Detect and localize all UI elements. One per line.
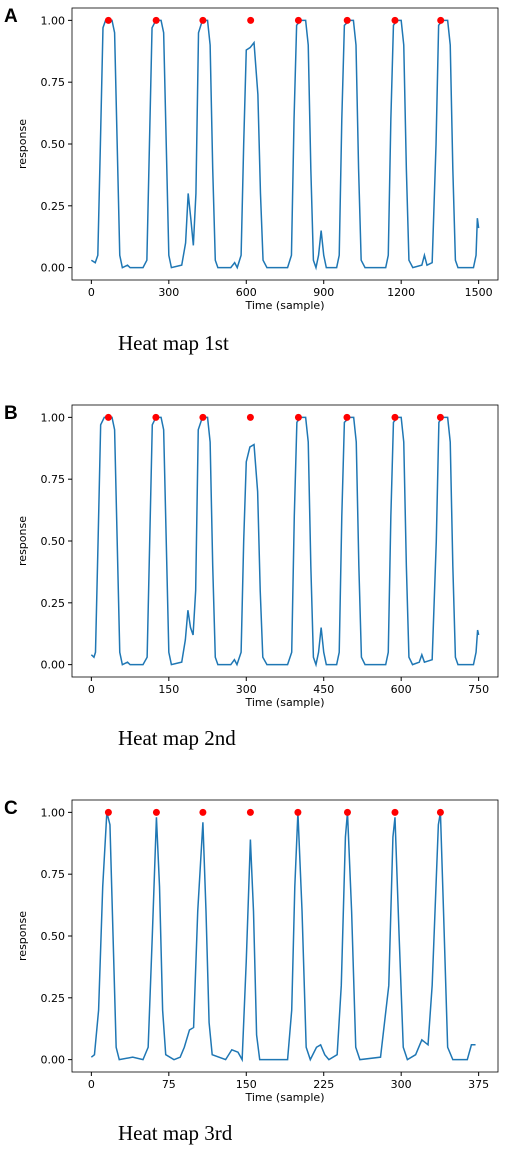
x-tick-label: 300	[236, 683, 257, 696]
x-tick-label: 600	[391, 683, 412, 696]
peak-marker	[199, 16, 207, 24]
panel-label: A	[4, 6, 18, 27]
panel-label: C	[4, 798, 18, 819]
y-tick-label: 0.00	[41, 659, 66, 672]
axes-frame	[71, 7, 499, 281]
x-tick-label: 450	[313, 683, 334, 696]
y-tick-label: 0.25	[41, 200, 66, 213]
x-tick-label: 0	[88, 683, 95, 696]
peak-marker	[246, 808, 254, 816]
peak-marker	[391, 413, 399, 421]
y-tick-label: 0.25	[41, 992, 66, 1005]
peak-marker	[104, 413, 112, 421]
peak-marker	[247, 16, 255, 24]
x-tick-label: 300	[391, 1078, 412, 1091]
y-axis-label: response	[16, 119, 29, 169]
response-line	[90, 416, 480, 668]
x-tick-label: 150	[236, 1078, 257, 1091]
peak-marker	[199, 808, 207, 816]
caption: Heat map 3rd	[118, 1121, 233, 1145]
x-tick-label: 150	[158, 683, 179, 696]
x-axis-label: Time (sample)	[245, 1091, 325, 1104]
x-axis-label: Time (sample)	[245, 299, 325, 312]
x-tick-label: 225	[313, 1078, 334, 1091]
y-axis-label: response	[16, 911, 29, 961]
peak-marker	[436, 413, 444, 421]
y-tick-label: 0.50	[41, 138, 66, 151]
peak-marker	[152, 808, 160, 816]
caption: Heat map 2nd	[118, 726, 236, 750]
y-tick-label: 0.75	[41, 473, 66, 486]
peak-marker	[343, 16, 351, 24]
peak-marker	[343, 808, 351, 816]
y-tick-label: 0.50	[41, 535, 66, 548]
y-tick-label: 0.50	[41, 930, 66, 943]
y-tick-label: 1.00	[41, 14, 66, 27]
peak-marker	[152, 413, 160, 421]
x-tick-label: 0	[88, 1078, 95, 1091]
peak-marker	[104, 808, 112, 816]
x-tick-label: 750	[468, 683, 489, 696]
peak-marker	[152, 16, 160, 24]
y-axis-label: response	[16, 516, 29, 566]
y-tick-label: 0.00	[41, 262, 66, 275]
peak-marker	[343, 413, 351, 421]
y-tick-label: 0.75	[41, 868, 66, 881]
axes-frame	[71, 799, 499, 1073]
peak-marker	[391, 16, 399, 24]
x-tick-label: 0	[88, 286, 95, 299]
peak-marker	[246, 413, 254, 421]
x-tick-label: 300	[158, 286, 179, 299]
x-tick-label: 600	[236, 286, 257, 299]
y-tick-label: 1.00	[41, 411, 66, 424]
y-tick-label: 0.00	[41, 1054, 66, 1067]
panel-label: B	[4, 403, 18, 424]
x-tick-label: 375	[468, 1078, 489, 1091]
peak-marker	[294, 16, 302, 24]
peak-marker	[391, 808, 399, 816]
caption: Heat map 1st	[118, 331, 229, 355]
x-axis-label: Time (sample)	[245, 696, 325, 709]
peak-marker	[294, 808, 302, 816]
peak-marker	[437, 16, 445, 24]
x-tick-label: 75	[162, 1078, 176, 1091]
y-tick-label: 1.00	[41, 806, 66, 819]
peak-marker	[104, 16, 112, 24]
response-line	[90, 19, 480, 271]
y-tick-label: 0.75	[41, 76, 66, 89]
x-tick-label: 1200	[387, 286, 415, 299]
x-tick-label: 900	[313, 286, 334, 299]
peak-marker	[436, 808, 444, 816]
response-line	[90, 812, 476, 1063]
axes-frame	[71, 404, 499, 678]
y-tick-label: 0.25	[41, 597, 66, 610]
peak-marker	[199, 413, 207, 421]
peak-marker	[294, 413, 302, 421]
x-tick-label: 1500	[465, 286, 493, 299]
